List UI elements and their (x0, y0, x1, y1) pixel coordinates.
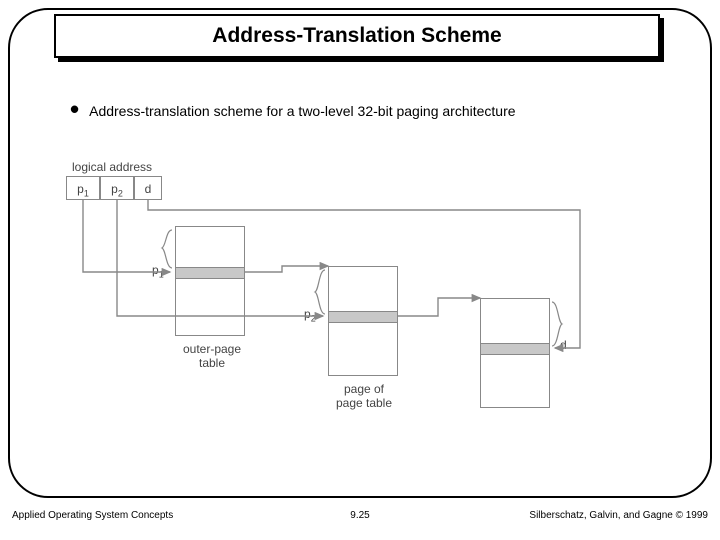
bracket-p2-label: p2 (304, 307, 316, 323)
bracket-p1-label: p1 (152, 263, 164, 279)
bullet-text: Address-translation scheme for a two-lev… (89, 102, 515, 121)
la-cell-p1: p1 (66, 176, 100, 200)
la-p2-text: p (111, 182, 118, 196)
page-of-label: page of page table (330, 382, 398, 410)
slide-title: Address-Translation Scheme (212, 24, 501, 48)
memory-frame (480, 298, 550, 408)
frame-stripe (481, 343, 549, 355)
page-of-stripe (329, 311, 397, 323)
bp2s: 2 (311, 313, 316, 323)
page-of-page-table (328, 266, 398, 376)
outer-page-label: outer-page table (182, 342, 242, 370)
logical-address-label: logical address (72, 160, 152, 174)
footer-center: 9.25 (350, 510, 369, 521)
la-p2-sub: 2 (118, 188, 123, 198)
bp1s: 1 (159, 269, 164, 279)
bp2: p (304, 307, 311, 321)
bullet-row: • Address-translation scheme for a two-l… (70, 102, 630, 121)
la-cell-p2: p2 (100, 176, 134, 200)
bullet-dot: • (70, 102, 79, 116)
footer: Applied Operating System Concepts 9.25 S… (12, 510, 708, 521)
outer-page-stripe (176, 267, 244, 279)
title-box: Address-Translation Scheme (54, 14, 660, 58)
la-p1-sub: 1 (84, 188, 89, 198)
bracket-d-label: d (560, 338, 567, 352)
bp1: p (152, 263, 159, 277)
footer-right: Silberschatz, Galvin, and Gagne © 1999 (529, 510, 708, 521)
outer-page-table (175, 226, 245, 336)
la-d-text: d (145, 182, 152, 196)
la-p1-text: p (77, 182, 84, 196)
la-cell-d: d (134, 176, 162, 200)
footer-left: Applied Operating System Concepts (12, 510, 173, 521)
diagram: logical address p1 p2 d outer-page table… (60, 160, 640, 450)
bd: d (560, 338, 567, 352)
